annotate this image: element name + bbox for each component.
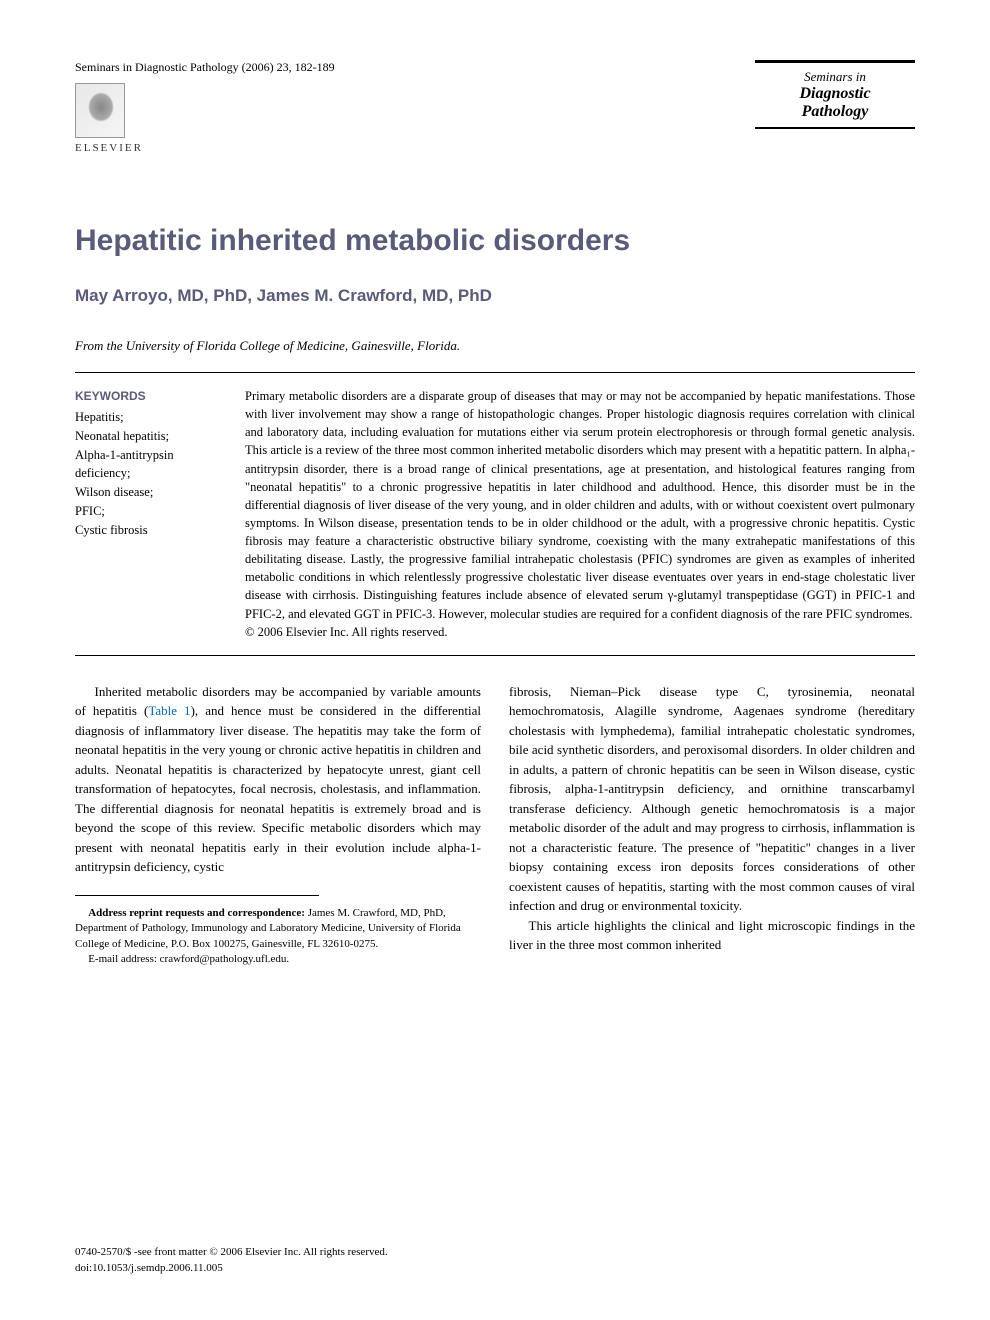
keyword-item: Cystic fibrosis bbox=[75, 521, 225, 540]
citation-text: Seminars in Diagnostic Pathology (2006) … bbox=[75, 60, 335, 75]
abstract-copyright: © 2006 Elsevier Inc. All rights reserved… bbox=[245, 625, 448, 639]
journal-line-3: Pathology bbox=[767, 103, 903, 121]
email-address: crawford@pathology.ufl.edu. bbox=[160, 953, 289, 965]
header-left: Seminars in Diagnostic Pathology (2006) … bbox=[75, 60, 335, 154]
body-columns: Inherited metabolic disorders may be acc… bbox=[75, 682, 915, 968]
keyword-item: Neonatal hepatitis; bbox=[75, 427, 225, 446]
body-paragraph: fibrosis, Nieman–Pick disease type C, ty… bbox=[509, 682, 915, 916]
email-footnote: E-mail address: crawford@pathology.ufl.e… bbox=[75, 952, 481, 967]
keyword-item: PFIC; bbox=[75, 502, 225, 521]
publisher-logo: ELSEVIER bbox=[75, 83, 335, 154]
keyword-item: Wilson disease; bbox=[75, 483, 225, 502]
article-title: Hepatitic inherited metabolic disorders bbox=[75, 224, 915, 258]
footer-copyright: 0740-2570/$ -see front matter © 2006 Els… bbox=[75, 1245, 388, 1260]
affiliation-line: From the University of Florida College o… bbox=[75, 338, 915, 354]
footnote-separator bbox=[75, 895, 319, 896]
address-label: Address reprint requests and corresponde… bbox=[88, 907, 305, 919]
table-link[interactable]: Table 1 bbox=[148, 703, 190, 718]
body-text: ), and hence must be considered in the d… bbox=[75, 703, 481, 874]
body-column-right: fibrosis, Nieman–Pick disease type C, ty… bbox=[509, 682, 915, 968]
elsevier-tree-icon bbox=[75, 83, 125, 138]
publisher-name: ELSEVIER bbox=[75, 142, 335, 154]
keyword-item: Hepatitis; bbox=[75, 408, 225, 427]
journal-line-1: Seminars in bbox=[767, 69, 903, 85]
abstract-block: KEYWORDS Hepatitis; Neonatal hepatitis; … bbox=[75, 372, 915, 656]
keywords-column: KEYWORDS Hepatitis; Neonatal hepatitis; … bbox=[75, 387, 225, 641]
journal-line-2: Diagnostic bbox=[767, 85, 903, 103]
keyword-item: Alpha-1-antitrypsin deficiency; bbox=[75, 446, 225, 484]
footer-doi: doi:10.1053/j.semdp.2006.11.005 bbox=[75, 1261, 388, 1276]
page-footer: 0740-2570/$ -see front matter © 2006 Els… bbox=[75, 1245, 388, 1276]
abstract-column: Primary metabolic disorders are a dispar… bbox=[245, 387, 915, 641]
authors-line: May Arroyo, MD, PhD, James M. Crawford, … bbox=[75, 286, 915, 306]
body-paragraph: Inherited metabolic disorders may be acc… bbox=[75, 682, 481, 877]
body-column-left: Inherited metabolic disorders may be acc… bbox=[75, 682, 481, 968]
keywords-heading: KEYWORDS bbox=[75, 387, 225, 405]
body-paragraph: This article highlights the clinical and… bbox=[509, 916, 915, 955]
email-label: E-mail address: bbox=[88, 953, 159, 965]
abstract-text: Primary metabolic disorders are a dispar… bbox=[245, 389, 915, 621]
journal-title-box: Seminars in Diagnostic Pathology bbox=[755, 60, 915, 129]
page-header: Seminars in Diagnostic Pathology (2006) … bbox=[75, 60, 915, 154]
correspondence-footnote: Address reprint requests and corresponde… bbox=[75, 906, 481, 952]
